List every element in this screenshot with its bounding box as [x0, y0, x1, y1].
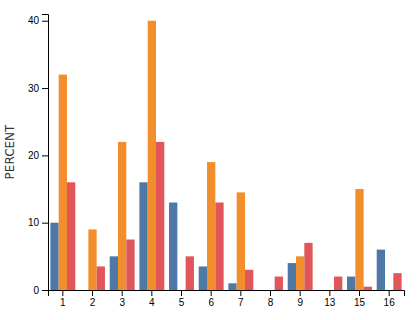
bar [326, 290, 334, 291]
bar [237, 192, 245, 290]
y-tick-label: 10 [28, 217, 40, 228]
bar [317, 290, 325, 291]
x-tick-label: 4 [149, 297, 155, 308]
bar [156, 142, 164, 290]
x-tick: 9 [297, 290, 303, 308]
bar [364, 287, 372, 290]
x-tick-mark [329, 290, 330, 296]
x-tick-mark [62, 290, 63, 296]
bar [377, 250, 385, 290]
y-tick-mark [42, 155, 48, 156]
bar [258, 290, 266, 291]
bar [304, 243, 312, 290]
x-tick: 8 [268, 290, 274, 308]
x-tick-mark [300, 290, 301, 296]
y-tick-mark [42, 223, 48, 224]
bar [296, 256, 304, 290]
x-tick-label: 8 [268, 297, 274, 308]
x-tick-mark [270, 290, 271, 296]
bar-series [59, 21, 364, 290]
x-tick: 5 [179, 290, 185, 308]
y-tick-mark [42, 21, 48, 22]
x-tick: 15 [354, 290, 366, 308]
y-tick: 0 [33, 285, 48, 296]
bar [59, 75, 67, 290]
bar [169, 202, 177, 290]
bar [67, 182, 75, 290]
x-tick-mark [359, 290, 360, 296]
bar [97, 266, 105, 290]
y-tick-label: 0 [33, 285, 39, 296]
x-tick-mark [122, 290, 123, 296]
x-tick-label: 3 [119, 297, 125, 308]
x-axis-line [49, 291, 405, 297]
bar [139, 182, 147, 290]
x-tick-mark [92, 290, 93, 296]
x-tick-label: 15 [354, 297, 366, 308]
bar [50, 223, 58, 290]
bar [177, 290, 185, 291]
y-tick: 40 [28, 15, 48, 26]
y-axis: 0 10 20 30 40 [28, 15, 49, 296]
bar [126, 240, 134, 290]
bar [355, 189, 363, 290]
y-tick-label: 40 [28, 15, 40, 26]
x-tick: 1 [60, 290, 66, 308]
y-tick-label: 30 [28, 83, 40, 94]
x-tick: 7 [238, 290, 244, 308]
x-tick-label: 2 [90, 297, 96, 308]
x-tick: 4 [149, 290, 155, 308]
bar [334, 277, 342, 290]
y-tick: 10 [28, 217, 48, 228]
bar [275, 277, 283, 290]
y-tick: 30 [28, 83, 48, 94]
bar [393, 273, 401, 290]
x-tick-label: 6 [208, 297, 214, 308]
x-tick-label: 16 [384, 297, 396, 308]
x-tick: 3 [119, 290, 125, 308]
bar [288, 263, 296, 290]
bar [110, 256, 118, 290]
y-tick-label: 20 [28, 150, 40, 161]
y-axis-line [42, 15, 49, 291]
bars [50, 21, 401, 290]
bar [245, 270, 253, 290]
x-tick: 16 [384, 290, 396, 308]
bar [148, 21, 156, 290]
bar [215, 202, 223, 290]
x-tick-mark [240, 290, 241, 296]
x-tick-mark [151, 290, 152, 296]
chart: 0 10 20 30 40 1 2 3 4 5 6 7 8 9 13 15 16 PERCENT [0, 0, 418, 320]
x-tick-label: 7 [238, 297, 244, 308]
bar [228, 283, 236, 290]
x-tick-label: 9 [297, 297, 303, 308]
y-axis-title: PERCENT [3, 124, 17, 179]
x-tick-label: 1 [60, 297, 66, 308]
bar-series [50, 182, 385, 290]
y-tick-mark [42, 88, 48, 89]
plot: 0 10 20 30 40 1 2 3 4 5 6 7 8 9 13 15 16 [28, 15, 405, 309]
bar [266, 290, 274, 291]
y-tick: 20 [28, 150, 48, 161]
x-tick-mark [389, 290, 390, 296]
bar [347, 277, 355, 290]
bar [118, 142, 126, 290]
bar [199, 266, 207, 290]
x-tick: 2 [90, 290, 96, 308]
x-tick-mark [211, 290, 212, 296]
x-tick: 6 [208, 290, 214, 308]
x-tick-mark [181, 290, 182, 296]
bar [80, 290, 88, 291]
x-tick: 13 [324, 290, 336, 308]
bar-series [67, 142, 402, 290]
x-axis: 1 2 3 4 5 6 7 8 9 13 15 16 [49, 290, 405, 308]
x-tick-label: 13 [324, 297, 336, 308]
bar [186, 256, 194, 290]
y-tick-mark [42, 290, 48, 291]
x-tick-label: 5 [179, 297, 185, 308]
bar [207, 162, 215, 290]
bar [385, 290, 393, 291]
bar [88, 229, 96, 290]
